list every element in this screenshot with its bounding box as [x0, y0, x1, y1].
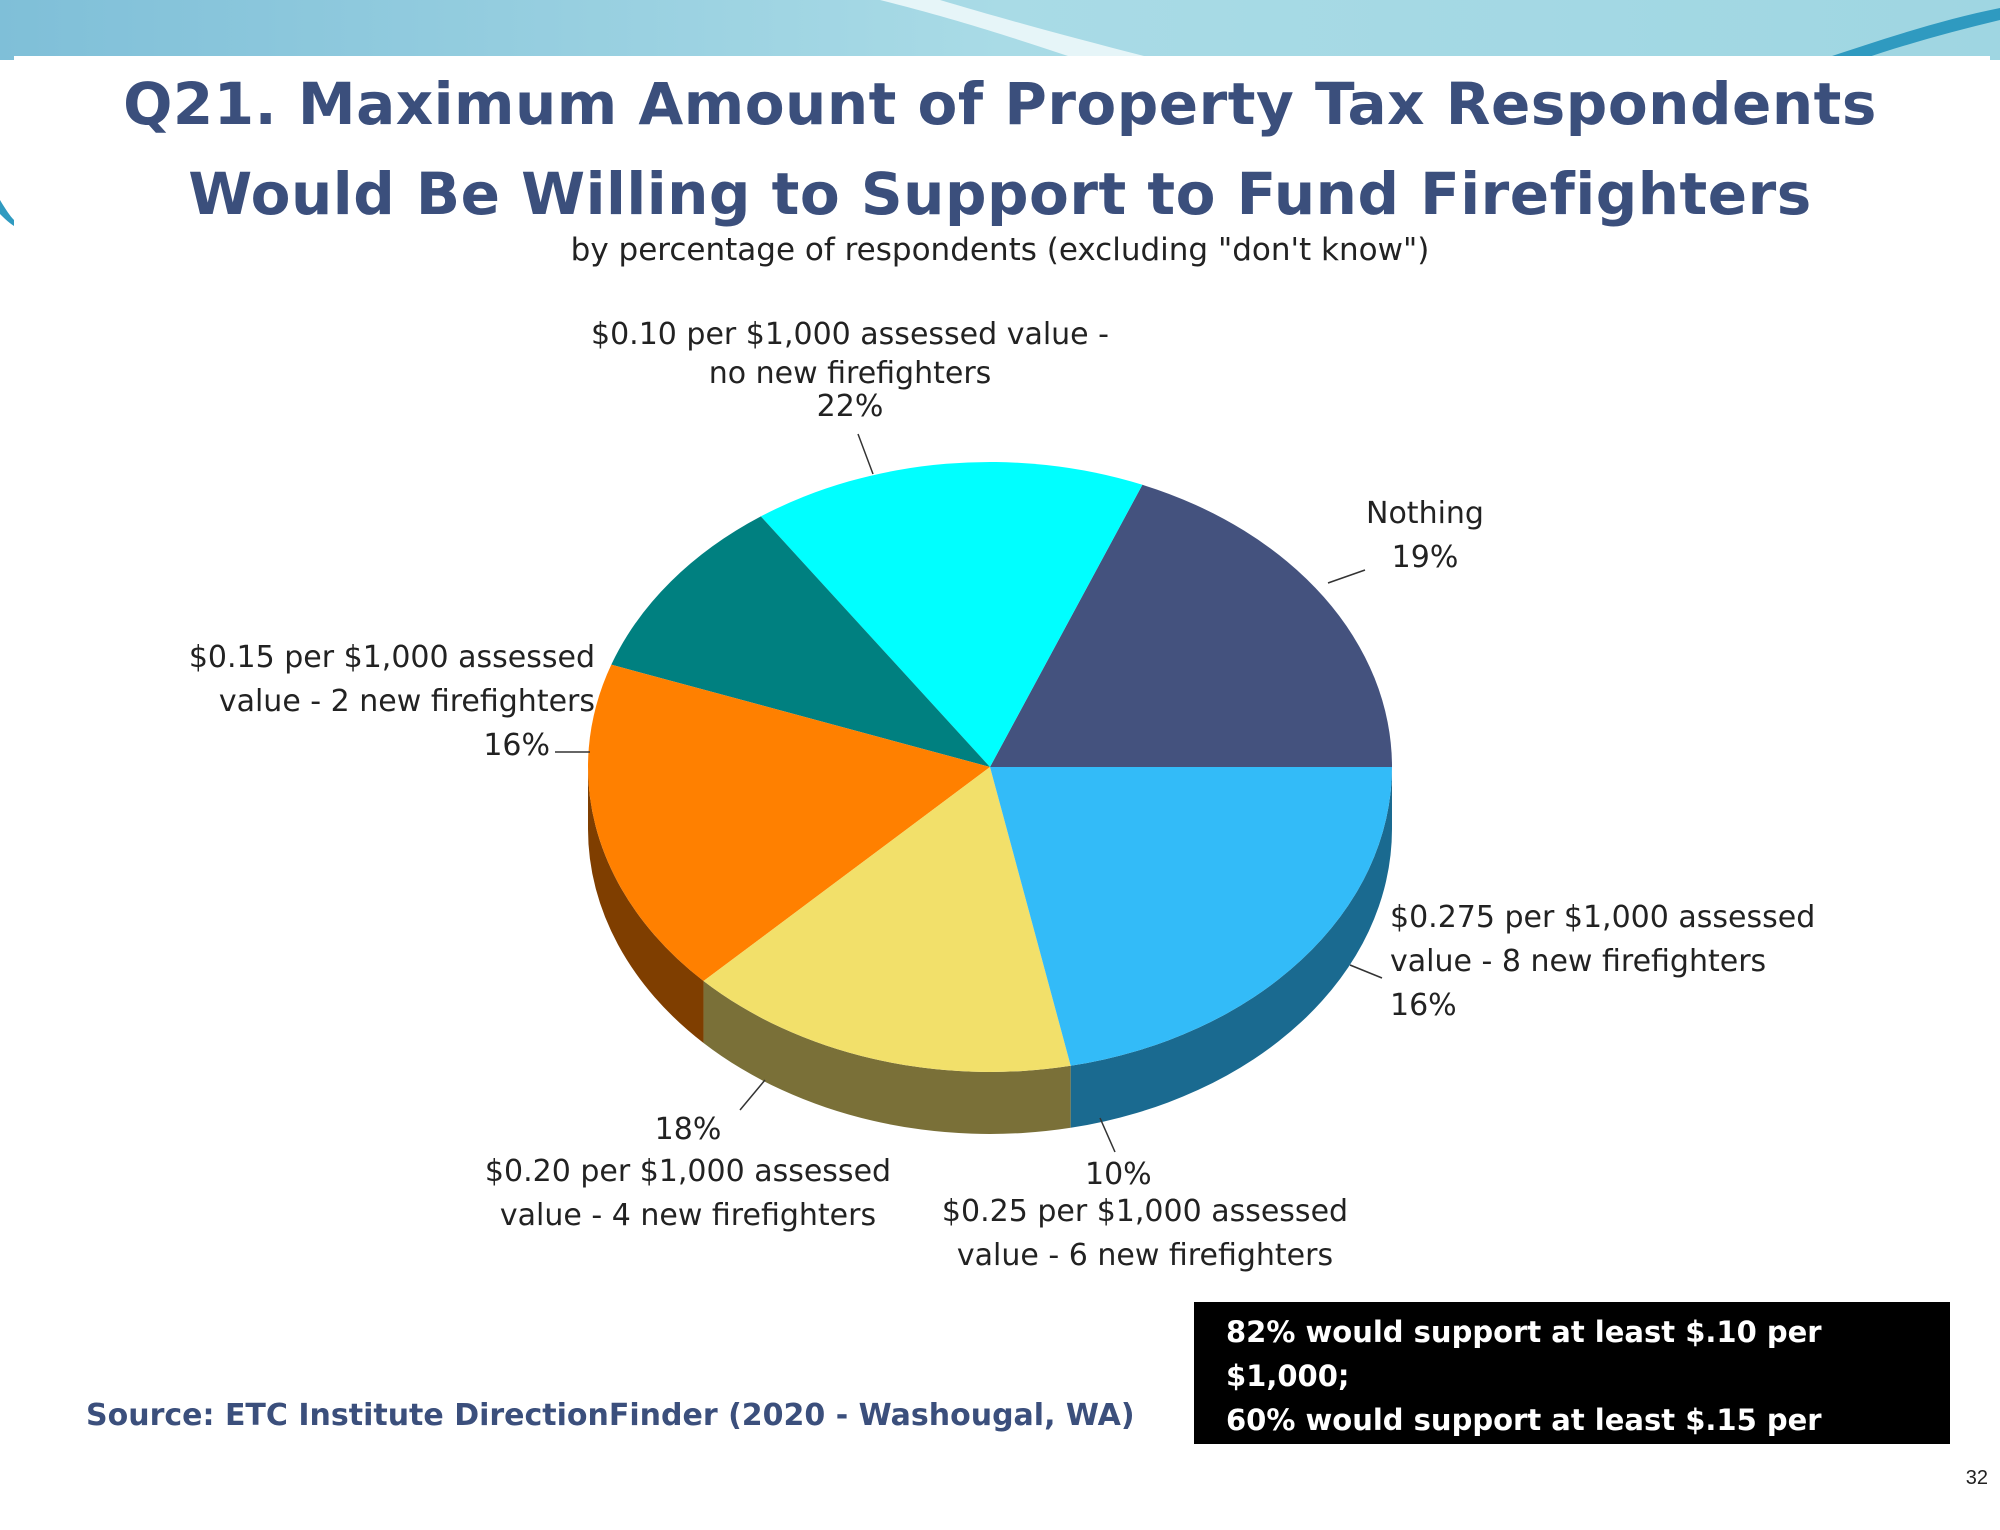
slice-side-4 [703, 980, 1071, 1134]
slice-3 [588, 664, 990, 981]
page-number: 32 [1965, 1467, 1988, 1489]
left-accent [0, 200, 14, 226]
slice-label-1-line-1: value - 8 new firefighters [1390, 944, 1767, 979]
slice-label-5: $0.10 per $1,000 assessed value - no new… [560, 314, 1140, 422]
header-band-art [0, 0, 2000, 60]
slice-label-4: $0.15 per $1,000 assessed value - 2 new … [180, 636, 595, 768]
page-title-line1: Q21. Maximum Amount of Property Tax Resp… [123, 70, 1877, 138]
slice-label-5-value: 22% [816, 389, 884, 424]
slice-label-2-line-0: $0.25 per $1,000 assessed [941, 1194, 1349, 1229]
slice-label-2-value: 10% [1085, 1157, 1152, 1192]
slice-label-4-line-0: $0.15 per $1,000 assessed [188, 640, 595, 675]
slice-label-3-line-0: $0.20 per $1,000 assessed [484, 1154, 892, 1189]
slice-label-3-line-1: value - 4 new firefighters [499, 1198, 877, 1233]
slice-label-5-line-0: $0.10 per $1,000 assessed value - [591, 317, 1109, 352]
leader-line-3 [739, 1079, 766, 1111]
slice-label-3-value: 18% [654, 1112, 722, 1147]
chart-subtitle: by percentage of respondents (excluding … [570, 232, 1430, 268]
slice-label-0-value: 19% [1391, 540, 1459, 575]
leader-line-2 [1099, 1117, 1116, 1153]
slice-label-2: 10% $0.25 per $1,000 assessed value - 6 … [935, 1160, 1355, 1278]
slice-label-5-line-1: no new firefighters [708, 356, 992, 391]
summary-box: 82% would support at least $.10 per $1,0… [1194, 1302, 1950, 1525]
header-band [0, 0, 2000, 60]
slice-1 [760, 462, 1143, 767]
slice-label-3: 18% $0.20 per $1,000 assessed value - 4 … [478, 1110, 898, 1238]
leader-line-1 [1349, 964, 1383, 979]
summary-line-2: 44% would support at least $.20 per $1,0… [1226, 1491, 1944, 1525]
slice-0 [990, 484, 1392, 767]
summary-line-1: 60% would support at least $.15 per $1,0… [1226, 1403, 1822, 1481]
slice-label-4-value: 16% [483, 728, 550, 763]
summary-line-0: 82% would support at least $.10 per $1,0… [1226, 1315, 1822, 1393]
slice-2 [611, 516, 990, 767]
slice-side-5 [1070, 767, 1392, 1128]
slice-label-1-value: 16% [1390, 988, 1457, 1023]
source-note: Source: ETC Institute DirectionFinder (2… [86, 1398, 1135, 1433]
slice-4 [703, 767, 1071, 1072]
leader-line-5 [857, 433, 874, 475]
slice-label-1-line-0: $0.275 per $1,000 assessed [1390, 900, 1816, 935]
slice-side-3 [588, 767, 704, 1043]
page-title-line2: Would Be Willing to Support to Fund Fire… [188, 160, 1812, 228]
slice-label-4-line-1: value - 2 new firefighters [218, 684, 595, 719]
slice-label-1: $0.275 per $1,000 assessed value - 8 new… [1390, 896, 1815, 1028]
leader-line-0 [1327, 569, 1366, 584]
slice-label-2-line-1: value - 6 new firefighters [956, 1238, 1334, 1273]
slice-5 [990, 767, 1392, 1066]
slice-label-0: Nothing 19% [1325, 492, 1525, 580]
slice-label-0-line-0: Nothing [1366, 496, 1484, 531]
